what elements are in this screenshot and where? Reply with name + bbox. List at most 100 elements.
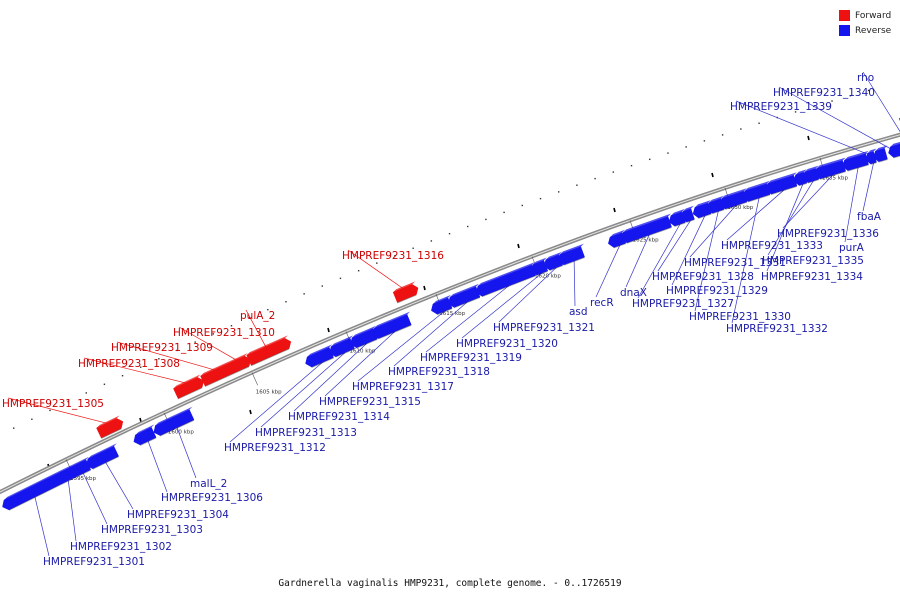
gene-HMPREF9231_1306[interactable]: [133, 424, 157, 446]
gene-malL_2[interactable]: [153, 406, 195, 437]
gene-block-top: [559, 243, 584, 255]
gene-label[interactable]: HMPREF9231_1327: [632, 298, 734, 310]
gene-HMPREF9231_1301[interactable]: [2, 471, 62, 511]
gene-label[interactable]: HMPREF9231_1321: [493, 322, 595, 334]
gene-HMPREF9231_1315[interactable]: [372, 311, 412, 340]
gene-recR[interactable]: [608, 229, 627, 249]
gene-label[interactable]: HMPREF9231_1335: [762, 255, 864, 267]
gene-HMPREF9231_1319[interactable]: [475, 262, 537, 298]
gene-block: [392, 284, 419, 303]
gene-label[interactable]: fbaA: [857, 211, 882, 223]
feature-tick: [613, 207, 616, 213]
gene-HMPREF9231_1335[interactable]: [802, 165, 820, 184]
leader-line: [595, 245, 621, 298]
gene-label[interactable]: HMPREF9231_1309: [111, 342, 213, 354]
gene-label[interactable]: HMPREF9231_1308: [78, 358, 180, 370]
gene-HMPREF9231_1320[interactable]: [530, 257, 549, 276]
gene-label[interactable]: HMPREF9231_1302: [70, 541, 172, 553]
gene-label[interactable]: malL_2: [190, 478, 227, 490]
gene-fbaA[interactable]: [865, 148, 877, 165]
scale-tick-label: 1615 kbp: [439, 311, 465, 317]
gene-label[interactable]: HMPREF9231_1312: [224, 442, 326, 454]
gene-label[interactable]: HMPREF9231_1328: [652, 271, 754, 283]
gene-block-shadow: [748, 194, 771, 203]
gene-label[interactable]: HMPREF9231_1314: [288, 411, 390, 423]
gene-label[interactable]: pulA_2: [240, 310, 275, 322]
feature-dot-track: [13, 89, 900, 469]
gene-block: [765, 175, 798, 195]
legend-reverse-label: Reverse: [855, 25, 892, 36]
gene-HMPREF9231_1310[interactable]: [227, 353, 252, 375]
gene-HMPREF9231_1317[interactable]: [431, 294, 453, 316]
gene-label[interactable]: rho: [857, 72, 874, 84]
leader-line: [260, 352, 346, 428]
gene-HMPREF9231_1328[interactable]: [680, 205, 695, 223]
gene-label[interactable]: HMPREF9231_1334: [761, 271, 863, 283]
track-dot: [85, 392, 87, 394]
gene-HMPREF9231_1321[interactable]: [543, 251, 563, 272]
gene-label[interactable]: HMPREF9231_1329: [666, 285, 768, 297]
gene-HMPREF9231_1308[interactable]: [173, 374, 204, 400]
gene-label[interactable]: asd: [569, 306, 588, 318]
gene-pulA_2[interactable]: [246, 335, 292, 367]
gene-block-shadow: [177, 387, 203, 400]
gene-HMPREF9231_1318[interactable]: [448, 283, 481, 309]
gene-HMPREF9231_1312[interactable]: [305, 344, 334, 368]
gene-label[interactable]: HMPREF9231_1310: [173, 327, 275, 339]
gene-label[interactable]: HMPREF9231_1306: [161, 492, 263, 504]
track-dot: [31, 418, 33, 420]
gene-label[interactable]: HMPREF9231_1304: [127, 509, 229, 521]
gene-HMPREF9231_1336[interactable]: [814, 157, 846, 180]
gene-label[interactable]: HMPREF9231_1332: [726, 323, 828, 335]
gene-label[interactable]: HMPREF9231_1313: [255, 427, 357, 439]
gene-block-shadow: [250, 348, 290, 367]
leader-line: [689, 205, 737, 258]
feature-tick: [423, 285, 426, 291]
gene-dnaX[interactable]: [620, 213, 672, 244]
gene-label[interactable]: recR: [590, 297, 614, 309]
gene-block-top: [200, 360, 231, 377]
gene-HMPREF9231_1330[interactable]: [706, 195, 725, 215]
gene-HMPREF9231_1313[interactable]: [329, 335, 355, 358]
gene-HMPREF9231_1304[interactable]: [86, 443, 119, 470]
gene-block-top: [682, 205, 694, 212]
gene-label[interactable]: HMPREF9231_1305: [2, 398, 104, 410]
leader-line: [671, 215, 706, 286]
gene-HMPREF9231_1329[interactable]: [692, 200, 712, 219]
gene-HMPREF9231_1316[interactable]: [392, 281, 419, 304]
gene-purA[interactable]: [842, 150, 869, 172]
gene-label[interactable]: HMPREF9231_1316: [342, 250, 444, 262]
gene-label[interactable]: HMPREF9231_1331: [684, 257, 786, 269]
gene-label[interactable]: HMPREF9231_1339: [730, 101, 832, 113]
gene-label[interactable]: purA: [839, 242, 865, 254]
gene-label[interactable]: HMPREF9231_1330: [689, 311, 791, 323]
gene-label[interactable]: HMPREF9231_1319: [420, 352, 522, 364]
gene-block-top: [694, 200, 711, 208]
gene-HMPREF9231_1327[interactable]: [668, 208, 686, 227]
gene-label[interactable]: HMPREF9231_1301: [43, 556, 145, 568]
gene-label[interactable]: HMPREF9231_1317: [352, 381, 454, 393]
gene-HMPREF9231_1332[interactable]: [742, 180, 771, 203]
gene-label[interactable]: HMPREF9231_1320: [456, 338, 558, 350]
gene-HMPREF9231_1331[interactable]: [719, 188, 748, 210]
gene-block-top: [816, 157, 846, 169]
gene-label[interactable]: HMPREF9231_1318: [388, 366, 490, 378]
gene-label[interactable]: HMPREF9231_1303: [101, 524, 203, 536]
track-dot: [357, 270, 360, 272]
gene-HMPREF9231_1305[interactable]: [96, 415, 124, 439]
gene-label[interactable]: HMPREF9231_1340: [773, 87, 875, 99]
gene-block: [557, 246, 585, 266]
gene-block-shadow: [563, 257, 585, 266]
gene-block-top: [670, 208, 685, 216]
gene-label[interactable]: HMPREF9231_1315: [319, 396, 421, 408]
gene-label[interactable]: dnaX: [620, 287, 647, 299]
gene-HMPREF9231_1340[interactable]: [888, 139, 900, 159]
gene-HMPREF9231_1333[interactable]: [765, 172, 798, 196]
gene-asd[interactable]: [557, 243, 585, 266]
gene-HMPREF9231_1339[interactable]: [873, 145, 888, 163]
gene-HMPREF9231_1314[interactable]: [350, 325, 378, 349]
gene-block: [69, 459, 92, 478]
gene-label[interactable]: HMPREF9231_1336: [777, 228, 879, 240]
gene-HMPREF9231_1303[interactable]: [69, 456, 92, 478]
gene-label[interactable]: HMPREF9231_1333: [721, 240, 823, 252]
